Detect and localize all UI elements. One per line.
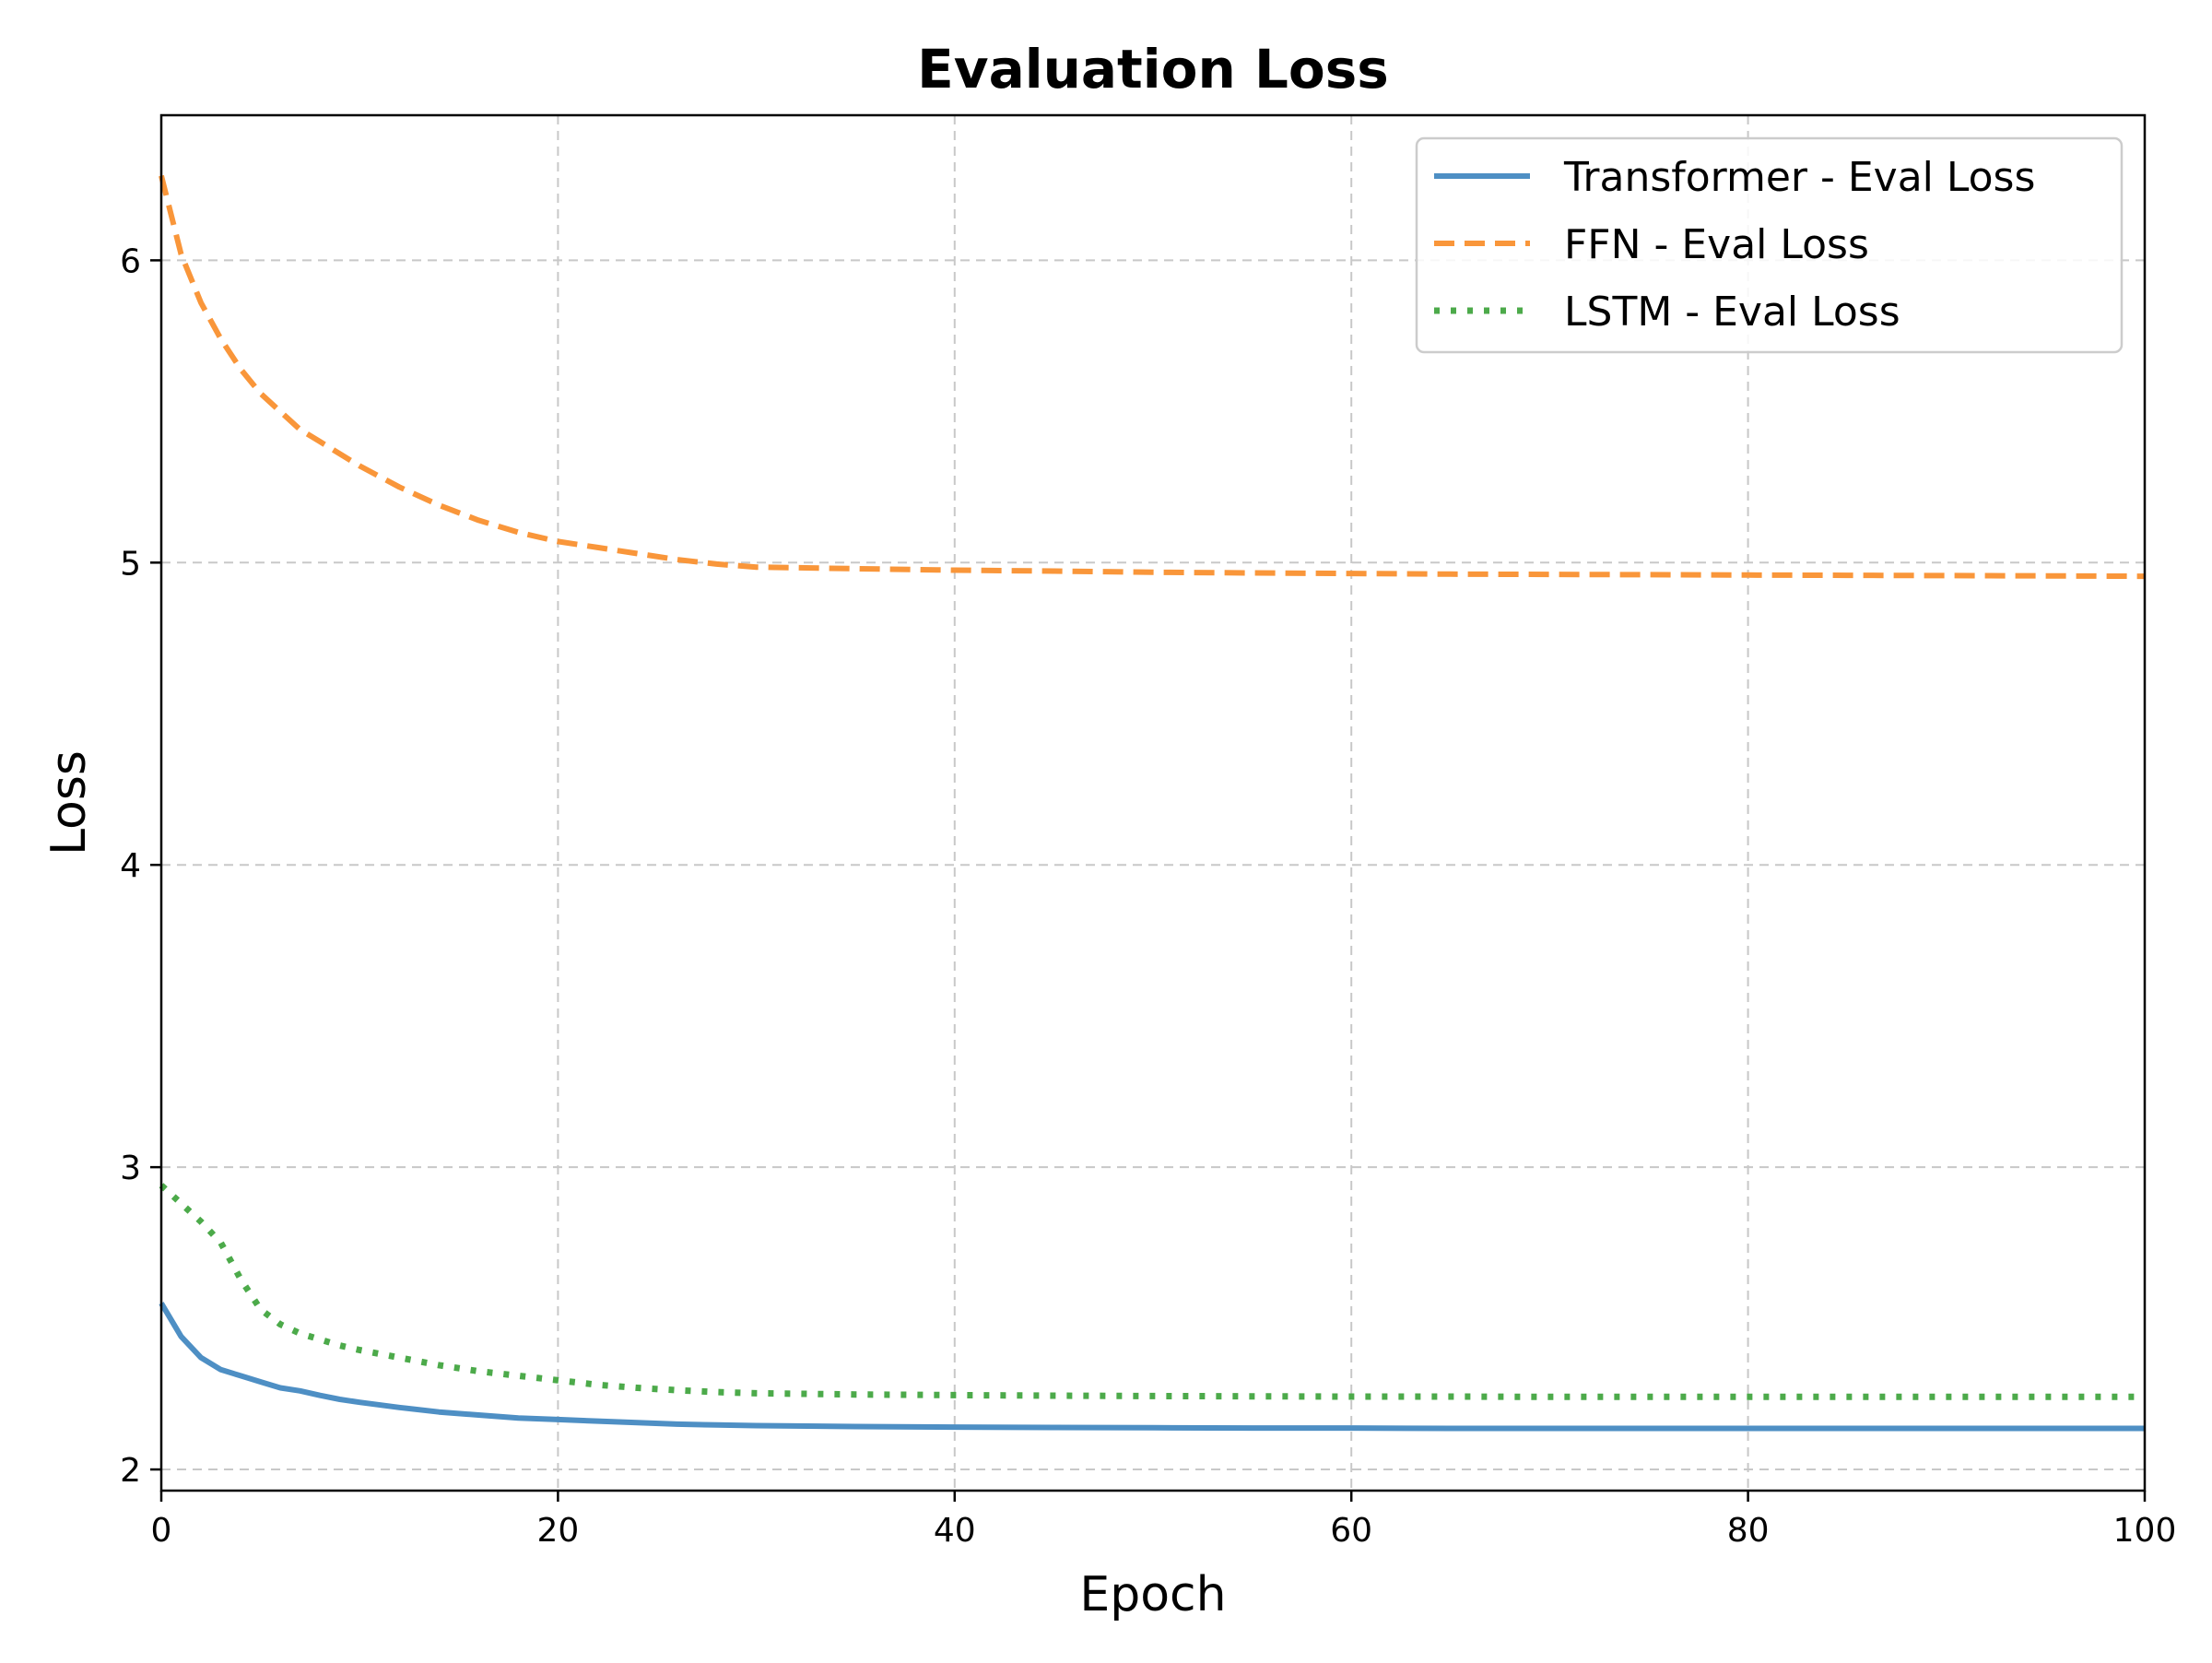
series-line-lstm <box>159 1183 2145 1400</box>
y-tick-label: 3 <box>120 1150 141 1187</box>
series-line-transformer <box>159 1302 2145 1432</box>
legend-box <box>1415 136 2124 354</box>
y-tick-label: 5 <box>120 545 141 583</box>
legend: Transformer - Eval Loss FFN - Eval Loss … <box>1415 136 2124 354</box>
x-tick-label: 40 <box>934 1512 976 1550</box>
series-line-ffn <box>159 174 2146 580</box>
x-tick-label: 100 <box>2113 1512 2177 1550</box>
axis-ticks: 0 20 40 60 80 100 2 3 4 5 6 <box>120 242 2176 1550</box>
legend-label-lstm: LSTM - Eval Loss <box>1564 289 1900 336</box>
x-tick-label: 60 <box>1330 1512 1372 1550</box>
series-lines <box>159 174 2146 1432</box>
y-tick-label: 2 <box>120 1452 141 1490</box>
y-tick-label: 6 <box>120 242 141 280</box>
x-tick-label: 80 <box>1727 1512 1770 1550</box>
y-tick-label: 4 <box>120 847 141 885</box>
chart-title: Evaluation Loss <box>917 38 1389 100</box>
plot-area-frame <box>159 113 2147 1492</box>
x-axis-label: Epoch <box>1079 1567 1226 1622</box>
x-tick-label: 0 <box>151 1512 172 1550</box>
legend-label-ffn: FFN - Eval Loss <box>1564 221 1869 268</box>
x-tick-label: 20 <box>536 1512 579 1550</box>
grid-lines <box>161 115 2145 1491</box>
y-axis-label: Loss <box>41 750 97 855</box>
legend-label-transformer: Transformer - Eval Loss <box>1563 154 2035 201</box>
